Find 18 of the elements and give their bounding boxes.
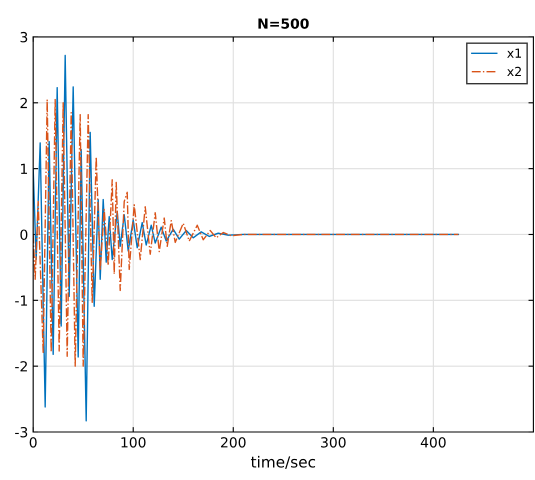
y-tick-label: -3 (15, 426, 28, 438)
y-tick-label: -2 (15, 361, 27, 372)
y-tick-label: 0 (20, 229, 28, 240)
x-axis-title: time/sec (250, 456, 316, 469)
x-tick-label: 200 (221, 437, 246, 448)
legend-label: x1 (507, 48, 521, 58)
legend-label: x2 (507, 66, 521, 76)
y-tick-label: 1 (21, 164, 28, 174)
y-tick-label: 2 (20, 98, 27, 108)
x-tick-label: 0 (30, 437, 37, 448)
y-tick-label: -1 (15, 295, 28, 306)
x-tick-label: 300 (321, 437, 346, 448)
x-tick-label: 100 (121, 437, 146, 448)
y-tick-label: 3 (20, 32, 28, 42)
line-series (33, 54, 460, 422)
chart-title: N=500 (258, 18, 309, 29)
x-tick-label: 400 (420, 437, 446, 448)
line-series (33, 98, 460, 367)
